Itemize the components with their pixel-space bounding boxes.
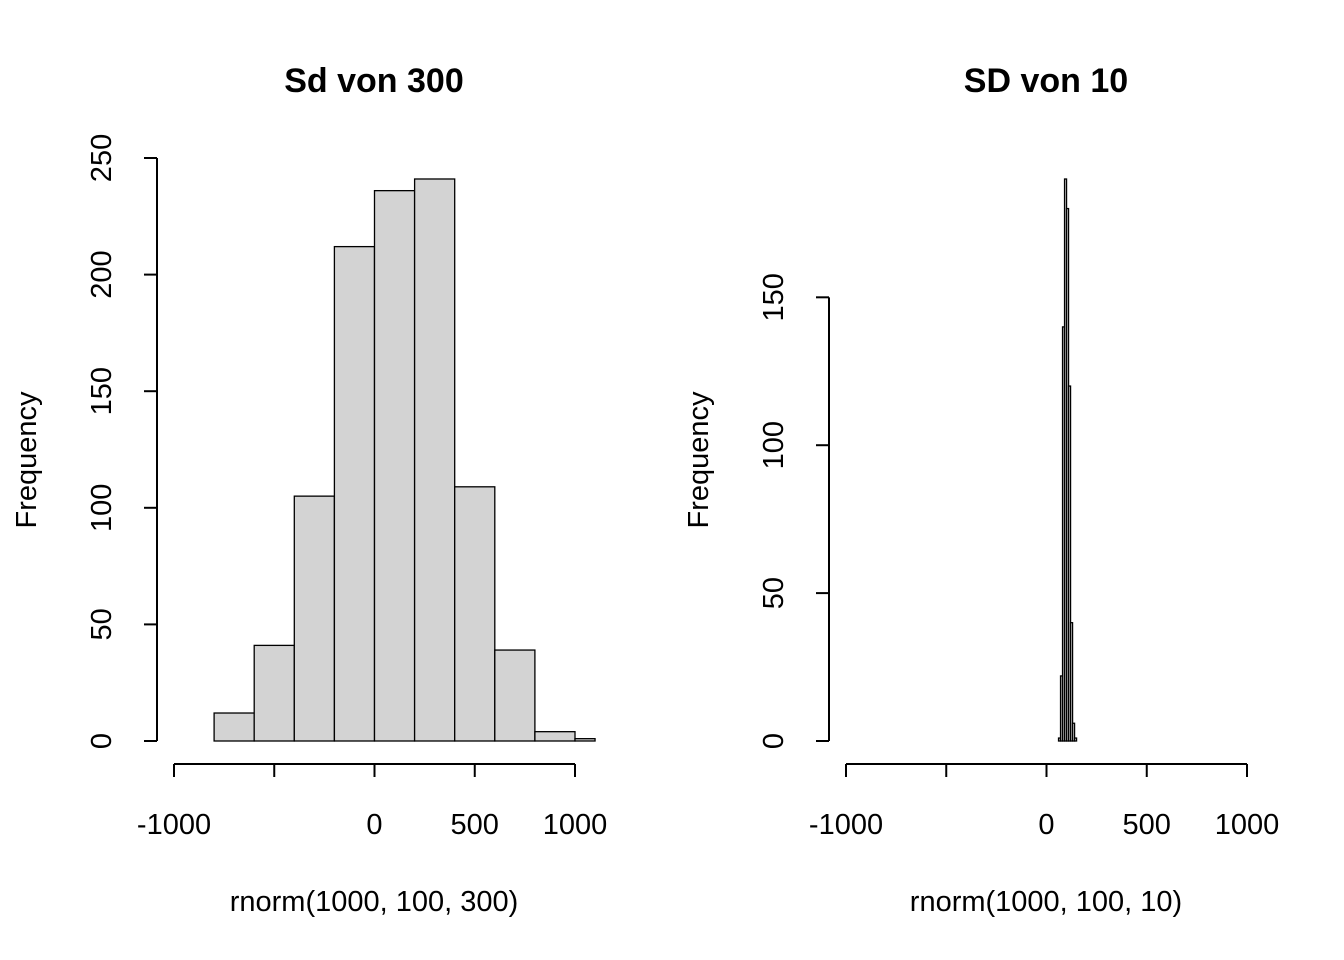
- histogram-bar: [1073, 737, 1078, 742]
- x-tick-label: -1000: [137, 809, 211, 841]
- y-tick-label: 250: [86, 134, 118, 182]
- histogram-bar: [1067, 385, 1072, 742]
- histogram-bar: [494, 649, 536, 742]
- x-axis-label: rnorm(1000, 100, 10): [910, 886, 1182, 918]
- y-axis-label: Frequency: [11, 391, 43, 529]
- y-tick-label: 50: [758, 577, 790, 609]
- histogram-bar: [333, 245, 376, 742]
- histogram-bar: [253, 644, 295, 742]
- y-tick-label: 0: [86, 733, 118, 749]
- histogram-bar: [454, 486, 496, 742]
- y-axis: 0 50 100 150 200 250: [86, 134, 158, 749]
- histogram-bar: [1069, 622, 1074, 742]
- panel-right: SD von 10 rnorm(1000, 100, 10) Frequency…: [683, 62, 1279, 918]
- bar-group: [213, 178, 596, 742]
- y-tick-label: 100: [86, 484, 118, 532]
- x-axis: -1000 0 500 1000: [137, 763, 608, 841]
- histogram-bar: [413, 178, 456, 742]
- y-tick-label: 100: [758, 421, 790, 469]
- y-tick-label: 150: [86, 367, 118, 415]
- histogram-bar: [373, 189, 416, 742]
- histogram-bar: [293, 495, 336, 742]
- x-tick-label: 0: [366, 809, 382, 841]
- x-tick-label: 1000: [543, 809, 608, 841]
- x-tick-label: -1000: [809, 809, 883, 841]
- y-tick-label: 50: [86, 608, 118, 640]
- x-tick-label: 500: [1123, 809, 1171, 841]
- bar-group: [1057, 178, 1078, 742]
- y-tick-label: 0: [758, 733, 790, 749]
- x-axis-label: rnorm(1000, 100, 300): [230, 886, 519, 918]
- histogram-bar: [574, 738, 596, 742]
- y-axis-label: Frequency: [683, 391, 715, 529]
- y-tick-label: 150: [758, 273, 790, 321]
- x-tick-label: 500: [451, 809, 499, 841]
- x-tick-label: 1000: [1215, 809, 1280, 841]
- histogram-bar: [213, 712, 255, 742]
- chart-title: Sd von 300: [284, 62, 464, 100]
- panel-left: Sd von 300 rnorm(1000, 100, 300) Frequen…: [11, 62, 607, 918]
- histogram-bar: [1071, 722, 1076, 742]
- y-axis: 0 50 100 150: [758, 273, 830, 749]
- x-axis: -1000 0 500 1000: [809, 763, 1280, 841]
- chart-title: SD von 10: [964, 62, 1128, 100]
- x-tick-label: 0: [1038, 809, 1054, 841]
- histogram-bar: [534, 731, 576, 742]
- y-tick-label: 200: [86, 250, 118, 298]
